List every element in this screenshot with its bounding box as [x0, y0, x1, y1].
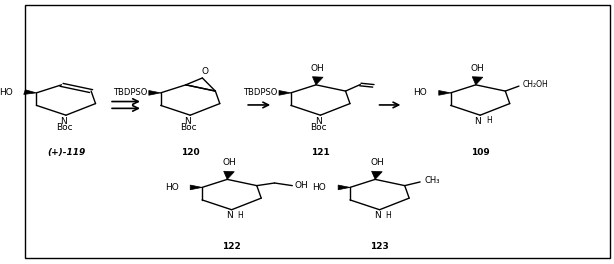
Text: 122: 122 [222, 242, 241, 251]
Polygon shape [338, 185, 350, 190]
Text: O: O [202, 67, 209, 76]
Text: N: N [374, 211, 381, 220]
Text: OH: OH [470, 64, 484, 73]
Polygon shape [472, 77, 483, 85]
Polygon shape [371, 171, 382, 179]
Polygon shape [190, 185, 202, 190]
Text: CH₂OH: CH₂OH [523, 80, 549, 89]
Text: H: H [386, 211, 391, 220]
Text: N: N [184, 116, 191, 125]
Text: Boc: Boc [180, 122, 196, 131]
Text: N: N [475, 116, 481, 125]
Polygon shape [223, 171, 235, 179]
Polygon shape [149, 91, 161, 95]
Text: HO: HO [0, 88, 13, 97]
Text: TBDPSO: TBDPSO [112, 88, 147, 97]
Text: 121: 121 [311, 148, 330, 157]
Text: OH: OH [370, 158, 384, 167]
Text: N: N [226, 211, 233, 220]
Polygon shape [24, 90, 36, 95]
Text: CH₃: CH₃ [424, 176, 440, 185]
Polygon shape [439, 91, 451, 95]
Polygon shape [279, 91, 291, 95]
Text: N: N [60, 116, 67, 125]
Text: HO: HO [313, 183, 326, 192]
Text: 123: 123 [370, 242, 389, 251]
Text: H: H [238, 211, 243, 220]
Text: TBDPSO: TBDPSO [243, 88, 277, 97]
Text: 109: 109 [471, 148, 489, 157]
Text: HO: HO [165, 183, 179, 192]
Text: HO: HO [413, 88, 427, 97]
Text: OH: OH [294, 181, 308, 190]
Text: (+)-119: (+)-119 [47, 148, 85, 157]
Text: 120: 120 [181, 148, 200, 157]
Polygon shape [313, 77, 323, 85]
Text: OH: OH [222, 158, 236, 167]
Text: Boc: Boc [56, 122, 72, 131]
Text: H: H [486, 116, 492, 125]
Text: N: N [314, 116, 321, 125]
Text: Boc: Boc [310, 122, 327, 131]
Text: OH: OH [311, 64, 325, 73]
